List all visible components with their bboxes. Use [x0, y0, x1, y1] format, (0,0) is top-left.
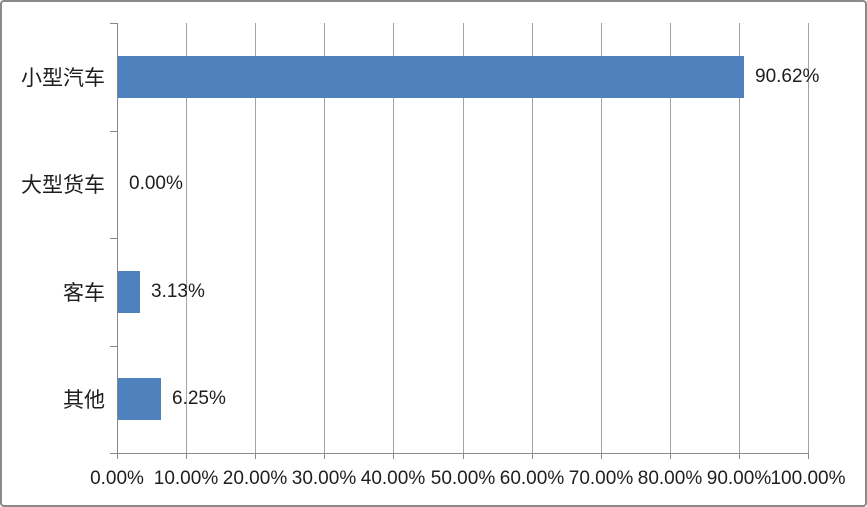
gridline	[186, 23, 187, 453]
gridline	[601, 23, 602, 453]
x-axis-tick-mark	[186, 453, 187, 459]
x-axis-tick-mark	[601, 453, 602, 459]
gridline	[808, 23, 809, 453]
x-axis-tick-mark	[117, 453, 118, 459]
bar	[118, 56, 744, 98]
x-axis-tick-label: 30.00%	[291, 468, 357, 489]
x-axis-tick-label: 20.00%	[222, 468, 288, 489]
x-axis-tick-label: 100.00%	[770, 468, 846, 489]
category-label: 小型汽车	[21, 66, 105, 90]
category-label: 客车	[63, 281, 105, 305]
x-axis-tick-mark	[532, 453, 533, 459]
gridline	[463, 23, 464, 453]
x-axis-tick-label: 80.00%	[637, 468, 703, 489]
y-axis-tick-mark	[110, 131, 117, 132]
x-axis-tick-label: 60.00%	[499, 468, 565, 489]
gridline	[670, 23, 671, 453]
x-axis-tick-mark	[463, 453, 464, 459]
x-axis-tick-label: 90.00%	[706, 468, 772, 489]
x-axis-tick-mark	[324, 453, 325, 459]
x-axis-tick-mark	[808, 453, 809, 459]
x-axis-tick-label: 50.00%	[430, 468, 496, 489]
gridline	[532, 23, 533, 453]
category-label: 大型货车	[21, 174, 105, 198]
value-label: 3.13%	[151, 280, 205, 302]
x-axis-tick-mark	[739, 453, 740, 459]
x-axis-tick-mark	[393, 453, 394, 459]
x-axis-tick-label: 40.00%	[360, 468, 426, 489]
x-axis-line	[117, 453, 809, 454]
x-axis-tick-label: 0.00%	[90, 468, 144, 489]
value-label: 0.00%	[129, 173, 183, 195]
gridline	[393, 23, 394, 453]
y-axis-tick-mark	[110, 346, 117, 347]
bar	[118, 378, 161, 420]
bar	[118, 271, 140, 313]
gridline	[255, 23, 256, 453]
x-axis-tick-mark	[255, 453, 256, 459]
x-axis-tick-label: 10.00%	[153, 468, 219, 489]
x-axis-tick-label: 70.00%	[568, 468, 634, 489]
gridline	[324, 23, 325, 453]
category-label: 其他	[63, 389, 105, 413]
value-label: 90.62%	[755, 65, 820, 87]
y-axis-line	[117, 23, 118, 454]
x-axis-tick-mark	[670, 453, 671, 459]
gridline	[739, 23, 740, 453]
y-axis-tick-mark	[110, 238, 117, 239]
value-label: 6.25%	[172, 388, 226, 410]
y-axis-tick-mark	[110, 453, 117, 454]
y-axis-tick-mark	[110, 23, 117, 24]
